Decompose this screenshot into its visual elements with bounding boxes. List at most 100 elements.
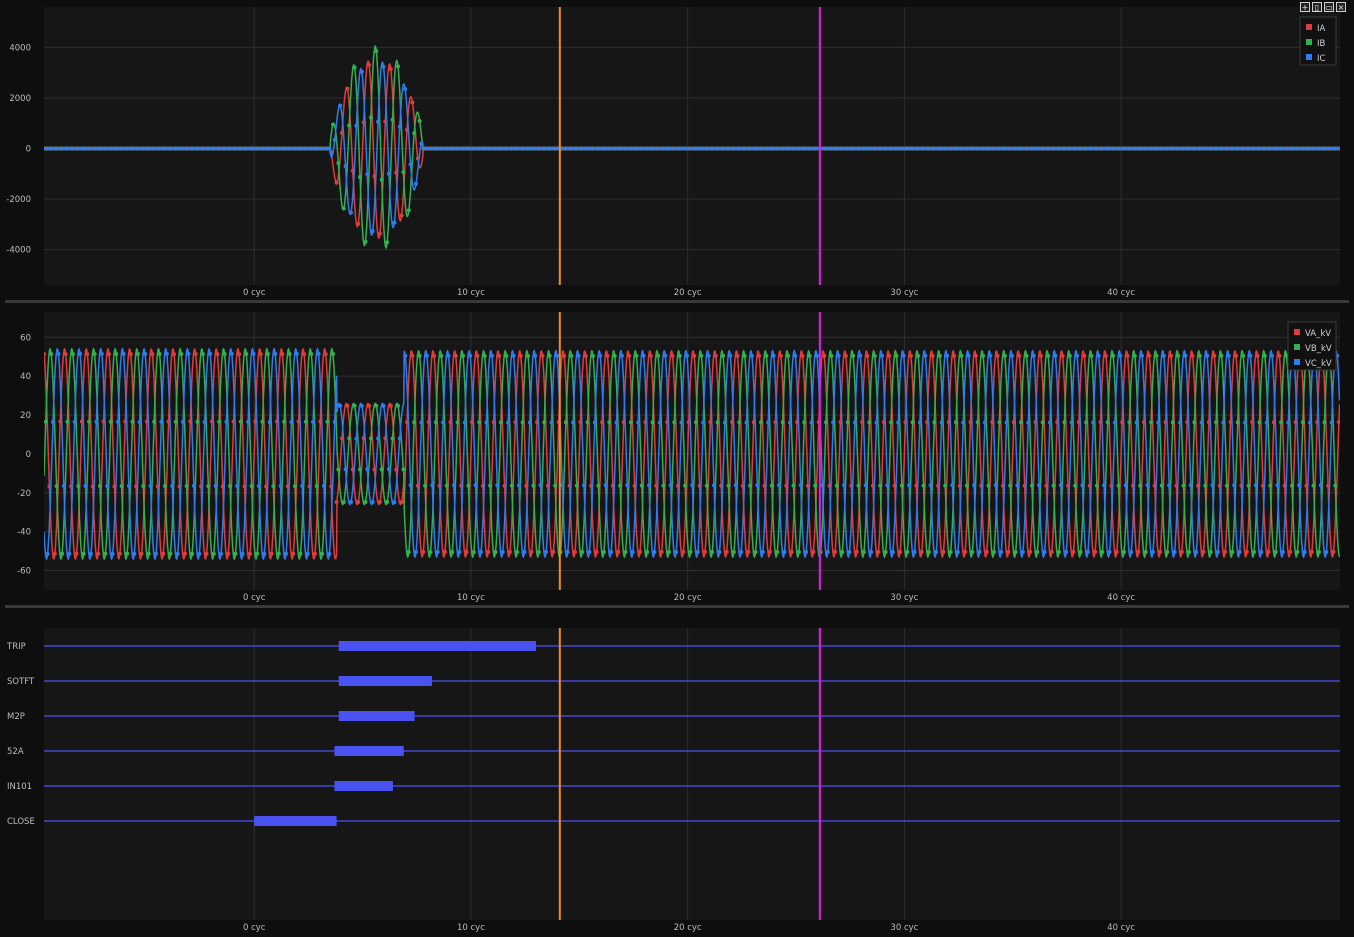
sample-point-vc_kv: [852, 420, 857, 425]
sample-point-ic: [121, 146, 126, 151]
sample-point-va_kv: [627, 353, 632, 358]
sample-point-vc_kv: [278, 483, 283, 488]
sample-point-vb_kv: [498, 420, 503, 425]
sample-point-ic: [598, 146, 603, 151]
sample-point-vc_kv: [154, 551, 158, 556]
sample-point-ic: [229, 146, 234, 151]
sample-point-va_kv: [237, 352, 242, 357]
sample-point-vc_kv: [1280, 550, 1285, 554]
sample-point-ic: [414, 181, 418, 186]
sample-point-vc_kv: [441, 420, 446, 425]
sample-point-va_kv: [117, 551, 122, 556]
sample-point-ib: [363, 239, 368, 244]
plus-icon[interactable]: +: [1300, 2, 1310, 12]
sample-point-vb_kv: [937, 353, 942, 358]
sample-point-vb_kv: [455, 420, 460, 425]
sample-point-ic: [625, 146, 630, 151]
sample-point-ic: [1118, 146, 1123, 151]
sample-point-va_kv: [811, 549, 816, 554]
y-tick-label: -20: [17, 489, 31, 499]
sample-point-vc_kv: [598, 353, 603, 358]
sample-point-vb_kv: [114, 352, 119, 356]
sample-point-vc_kv: [652, 550, 657, 554]
sample-point-vc_kv: [1264, 420, 1269, 425]
sample-point-vc_kv: [1140, 353, 1144, 358]
sample-point-vc_kv: [647, 483, 651, 488]
sample-point-vc_kv: [202, 419, 207, 424]
sample-point-va_kv: [562, 353, 567, 358]
sample-point-vc_kv: [842, 483, 847, 488]
sample-point-vb_kv: [146, 551, 151, 556]
sample-point-vb_kv: [1273, 550, 1278, 554]
split-vertical-icon[interactable]: ▯: [1312, 2, 1322, 12]
sample-point-va_kv: [1234, 353, 1238, 358]
sample-point-vc_kv: [294, 351, 299, 356]
sample-point-ic: [815, 146, 819, 151]
sample-point-ic: [614, 146, 619, 151]
sample-point-vb_kv: [515, 550, 520, 554]
sample-point-ic: [1167, 146, 1172, 151]
sample-point-ic: [1123, 146, 1128, 151]
sample-point-ic: [392, 220, 397, 225]
sample-point-ic: [386, 171, 391, 176]
sample-point-vb_kv: [461, 353, 465, 358]
sample-point-ic: [576, 146, 581, 151]
sample-point-vb_kv: [423, 483, 428, 488]
sample-point-vc_kv: [858, 353, 863, 358]
sample-point-va_kv: [1212, 353, 1217, 358]
sample-point-ic: [755, 146, 760, 151]
sample-point-vb_kv: [1111, 353, 1116, 358]
sample-point-va_kv: [1028, 549, 1033, 554]
x-tick-label: 10 cyc: [457, 593, 485, 603]
sample-point-vb_kv: [769, 483, 774, 488]
sample-point-vb_kv: [1197, 353, 1202, 358]
close-icon[interactable]: ×: [1336, 2, 1346, 12]
sample-point-vc_kv: [603, 483, 608, 488]
sample-point-vc_kv: [1248, 353, 1253, 358]
sample-point-vc_kv: [338, 403, 343, 408]
sample-point-vc_kv: [587, 550, 592, 554]
x-tick-label: 20 cyc: [674, 593, 702, 603]
sample-point-vb_kv: [1132, 353, 1137, 358]
sample-point-ic: [397, 124, 402, 129]
sample-point-va_kv: [432, 353, 437, 358]
sample-point-vc_kv: [289, 419, 294, 424]
sample-point-ic: [170, 146, 175, 151]
channel-label-52a: 52A: [7, 747, 24, 757]
channel-label-in101: IN101: [7, 782, 32, 792]
sample-point-ic: [587, 146, 592, 151]
sample-point-ic: [847, 146, 852, 151]
sample-point-vc_kv: [213, 483, 218, 488]
sample-point-va_kv: [1255, 353, 1260, 358]
sample-point-vc_kv: [370, 500, 375, 505]
sample-point-va_kv: [1114, 549, 1119, 554]
sample-point-vc_kv: [955, 550, 960, 554]
sample-point-vc_kv: [663, 353, 668, 358]
sample-point-va_kv: [995, 353, 1000, 358]
sample-point-va_kv: [659, 549, 664, 554]
sample-point-va_kv: [1103, 353, 1108, 358]
sample-point-vb_kv: [228, 484, 232, 489]
sample-point-ic: [674, 146, 679, 151]
sample-point-ic: [1210, 146, 1215, 151]
sample-point-vc_kv: [1172, 550, 1177, 554]
sample-point-vc_kv: [424, 353, 429, 358]
sample-point-vc_kv: [1037, 483, 1042, 488]
sample-point-va_kv: [1336, 420, 1340, 425]
sample-point-ib: [374, 49, 379, 54]
sample-point-ib: [336, 161, 341, 165]
sample-point-va_kv: [258, 352, 263, 357]
sample-point-ic: [1058, 146, 1063, 151]
sample-point-vc_kv: [760, 550, 765, 554]
sample-point-ic: [452, 146, 456, 151]
sample-point-vc_kv: [657, 420, 662, 425]
sample-point-vb_kv: [585, 420, 590, 425]
sample-point-vb_kv: [992, 550, 996, 554]
legend-swatch-va_kv: [1294, 329, 1300, 335]
sample-point-ic: [793, 146, 798, 151]
split-horizontal-icon[interactable]: ▭: [1324, 2, 1334, 12]
sample-point-vb_kv: [200, 352, 205, 356]
sample-point-ic: [1183, 146, 1188, 151]
sample-point-vb_kv: [742, 353, 747, 358]
